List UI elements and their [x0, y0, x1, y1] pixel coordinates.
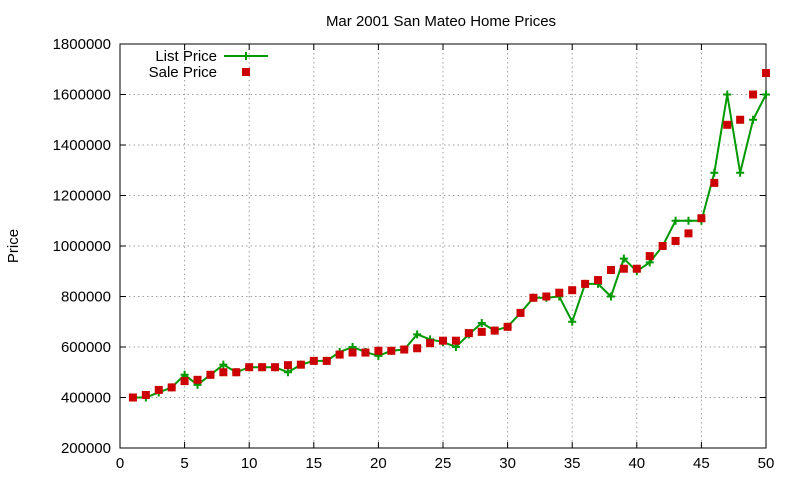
data-point-sale-price	[490, 326, 499, 335]
y-tick-label: 200000	[61, 440, 111, 457]
data-point-list-price	[219, 360, 228, 369]
data-point-sale-price	[413, 344, 422, 353]
data-point-sale-price	[658, 242, 667, 250]
data-point-list-price	[749, 115, 758, 124]
data-point-sale-price	[671, 236, 680, 245]
data-point-list-price	[736, 168, 745, 177]
series	[128, 69, 770, 402]
x-tick-label: 0	[116, 455, 124, 472]
data-point-sale-price	[154, 385, 163, 394]
x-tick-label: 30	[499, 455, 516, 472]
data-point-list-price	[710, 168, 719, 177]
data-point-sale-price	[180, 377, 189, 386]
legend-marker-sale-price	[242, 68, 250, 76]
y-axis-label: Price	[5, 229, 22, 263]
x-tick-label: 10	[241, 455, 258, 472]
y-tick-label: 1200000	[53, 188, 111, 205]
data-point-sale-price	[594, 276, 603, 285]
x-tick-label: 40	[628, 455, 645, 472]
grid	[120, 44, 766, 448]
data-point-sale-price	[477, 327, 486, 336]
data-point-sale-price	[374, 346, 383, 355]
x-tick-label: 25	[435, 455, 452, 472]
data-point-list-price	[619, 254, 628, 263]
x-tick-label: 35	[564, 455, 581, 472]
data-point-list-price	[684, 216, 693, 225]
x-tick-label: 50	[758, 455, 775, 472]
data-point-sale-price	[749, 90, 758, 99]
data-point-sale-price	[141, 390, 150, 399]
data-point-sale-price	[568, 286, 577, 295]
y-tick-label: 600000	[61, 339, 111, 356]
data-point-list-price	[723, 90, 732, 99]
legend-marker-list-price	[242, 52, 250, 60]
data-point-sale-price	[697, 214, 706, 223]
y-tick-label: 800000	[61, 289, 111, 306]
data-point-sale-price	[128, 393, 137, 402]
data-point-sale-price	[258, 363, 267, 372]
data-point-sale-price	[219, 368, 228, 377]
y-tick-label: 1800000	[53, 36, 111, 53]
data-point-sale-price	[451, 336, 460, 345]
legend-label-sale-price: Sale Price	[149, 64, 217, 81]
data-point-list-price	[762, 90, 770, 99]
data-point-sale-price	[361, 348, 370, 357]
data-point-list-price	[671, 216, 680, 225]
data-point-list-price	[477, 319, 486, 328]
data-point-sale-price	[439, 336, 447, 345]
legend: List Price Sale Price	[149, 48, 268, 81]
data-point-list-price	[568, 317, 577, 326]
data-point-sale-price	[736, 115, 745, 124]
x-tick-label: 5	[180, 455, 188, 472]
data-point-sale-price	[400, 345, 409, 354]
tick-labels: 0 5 10 15 20 25 30 35 40 45 50 200000 400000 600000 80…	[53, 36, 775, 472]
data-point-list-price	[413, 330, 422, 339]
data-point-sale-price	[762, 69, 770, 78]
data-point-sale-price	[645, 252, 654, 261]
data-point-list-price	[606, 292, 615, 301]
data-point-sale-price	[193, 375, 202, 384]
plot-frame	[119, 43, 767, 449]
data-point-sale-price	[296, 360, 305, 369]
data-point-sale-price	[167, 383, 176, 392]
data-point-sale-price	[335, 350, 344, 359]
legend-label-list-price: List Price	[155, 48, 217, 65]
data-point-sale-price	[309, 356, 318, 365]
data-point-sale-price	[503, 322, 512, 331]
data-point-sale-price	[464, 329, 473, 338]
x-tick-label: 20	[370, 455, 387, 472]
y-tick-label: 1600000	[53, 87, 111, 104]
y-tick-label: 1000000	[53, 238, 111, 255]
data-point-sale-price	[245, 363, 254, 372]
data-point-sale-price	[348, 348, 357, 357]
data-point-sale-price	[581, 279, 590, 288]
data-point-sale-price	[232, 368, 241, 377]
data-point-sale-price	[684, 229, 693, 238]
data-point-sale-price	[387, 346, 396, 355]
series-sale-price	[128, 69, 770, 402]
data-point-sale-price	[723, 120, 732, 129]
data-point-sale-price	[542, 292, 551, 301]
data-point-sale-price	[283, 361, 292, 370]
chart-title: Mar 2001 San Mateo Home Prices	[326, 13, 556, 30]
data-point-sale-price	[632, 264, 641, 273]
data-point-list-price	[283, 368, 292, 377]
data-point-sale-price	[322, 356, 331, 365]
data-point-sale-price	[206, 370, 215, 379]
data-point-sale-price	[555, 288, 564, 297]
y-tick-label: 1400000	[53, 137, 111, 154]
data-point-sale-price	[426, 339, 435, 348]
x-tick-label: 15	[305, 455, 322, 472]
data-point-sale-price	[606, 265, 615, 274]
data-point-sale-price	[271, 363, 280, 372]
data-point-sale-price	[516, 308, 525, 317]
data-point-sale-price	[710, 178, 719, 187]
y-tick-label: 400000	[61, 390, 111, 407]
data-point-sale-price	[529, 293, 538, 302]
x-tick-label: 45	[693, 455, 710, 472]
data-point-sale-price	[619, 264, 628, 273]
